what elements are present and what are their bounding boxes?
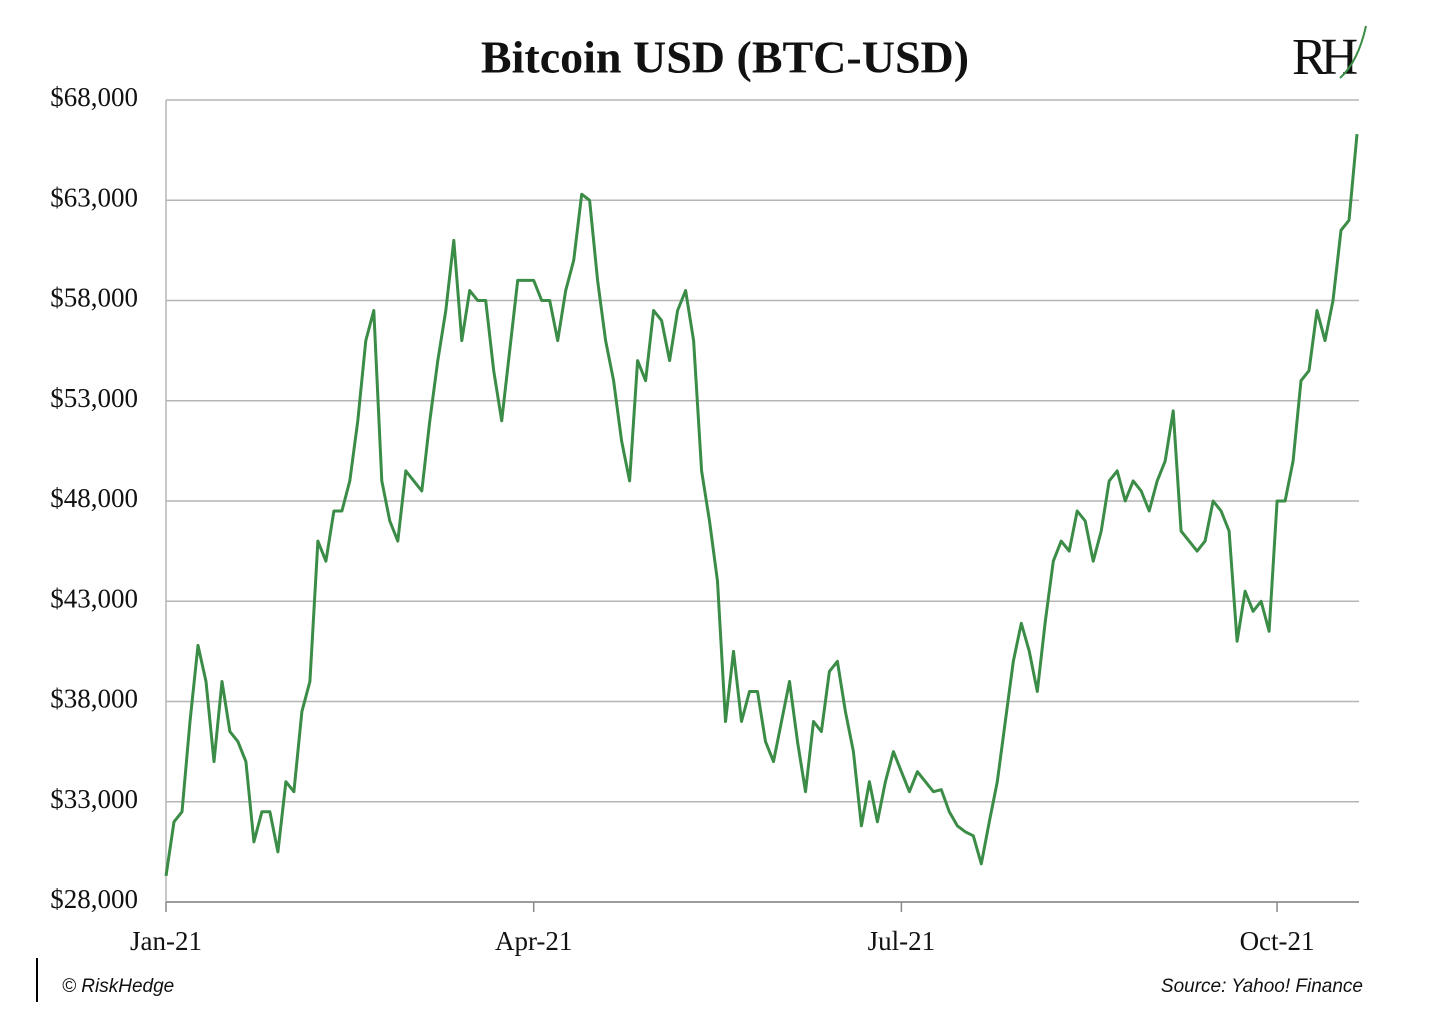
x-tick-label: Apr-21 [495,926,572,956]
y-tick-label: $68,000 [50,82,138,112]
chart-title: Bitcoin USD (BTC-USD) [481,32,969,83]
x-tick-label: Jan-21 [130,926,202,956]
source: Source: Yahoo! Finance [1161,976,1363,997]
y-tick-label: $58,000 [50,283,138,313]
logo-swoosh [1339,25,1367,79]
y-tick-label: $48,000 [50,483,138,513]
x-tick-label: Jul-21 [868,926,936,956]
y-tick-label: $43,000 [50,583,138,613]
price-line [164,133,1359,877]
y-tick-label: $53,000 [50,383,138,413]
x-tick-label: Oct-21 [1240,926,1315,956]
credit: © RiskHedge [62,976,174,997]
y-tick-label: $33,000 [50,784,138,814]
y-tick-label: $63,000 [50,182,138,212]
y-tick-label: $38,000 [50,684,138,714]
logo: RH [1292,29,1358,86]
y-tick-label: $28,000 [50,884,138,914]
